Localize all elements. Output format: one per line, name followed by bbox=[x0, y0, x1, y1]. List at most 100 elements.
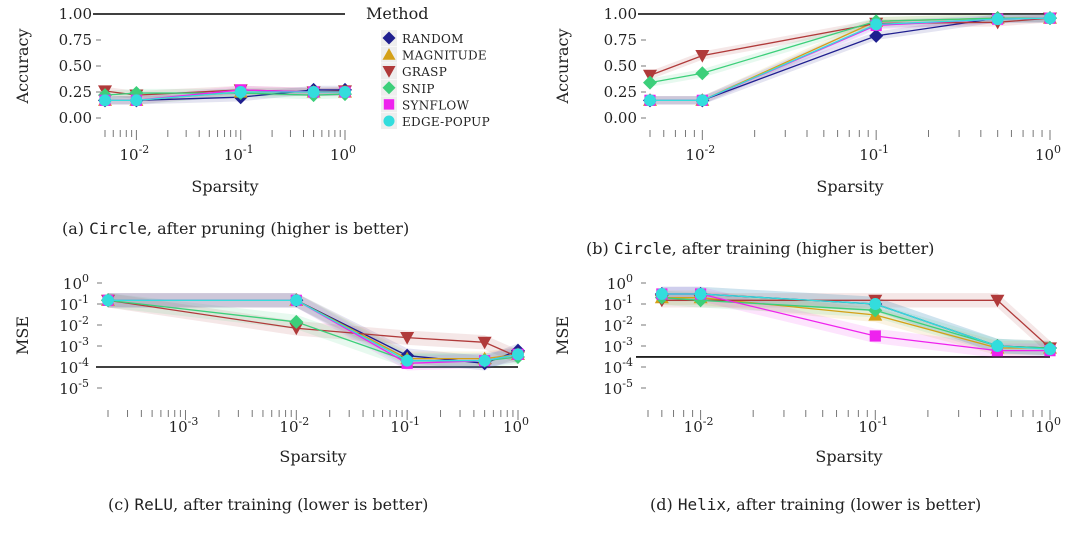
y-tick-label: 10-4 bbox=[603, 356, 633, 377]
legend-label: RANDOM bbox=[402, 32, 464, 46]
data-point bbox=[655, 288, 668, 300]
legend-marker bbox=[383, 99, 395, 110]
data-point bbox=[400, 332, 415, 345]
y-tick-label: 0.00 bbox=[604, 109, 637, 127]
legend-marker bbox=[382, 66, 396, 78]
legend-label: EDGE-POPUP bbox=[402, 115, 490, 129]
y-axis-label: MSE bbox=[13, 316, 32, 355]
chart-panel-a: 0.00 0.25 0.50 0.75 1.00 Accuracy 10-2 10-1 100 S… bbox=[13, 5, 409, 238]
y-tick-label: 10-2 bbox=[603, 314, 633, 335]
legend-title: Method bbox=[366, 4, 428, 23]
y-tick-label: 10-3 bbox=[603, 335, 633, 356]
y-tick-label: 0.00 bbox=[59, 109, 92, 127]
caption-b: (b) Circle, after training (higher is be… bbox=[586, 239, 934, 258]
legend-label: SYNFLOW bbox=[402, 98, 470, 112]
x-axis-label: Sparsity bbox=[815, 447, 882, 466]
x-tick-label: 10-1 bbox=[858, 415, 888, 436]
legend: Method RANDOM MAGNITUDE GRASP SNIP SYNFLOW EDG… bbox=[366, 4, 490, 129]
caption-c: (c) ReLU, after training (lower is bette… bbox=[108, 495, 428, 514]
confidence-band bbox=[650, 14, 1050, 80]
y-tick-label: 0.25 bbox=[604, 83, 637, 101]
data-point bbox=[991, 13, 1004, 26]
data-point bbox=[290, 294, 303, 307]
y-tick-label: 0.25 bbox=[59, 83, 92, 101]
legend-marker bbox=[382, 31, 396, 45]
data-point bbox=[694, 288, 707, 300]
data-point bbox=[289, 314, 304, 329]
y-tick-label: 0.75 bbox=[604, 31, 637, 49]
y-tick-label: 100 bbox=[63, 272, 89, 293]
data-point bbox=[99, 94, 111, 107]
x-axis-label: Sparsity bbox=[279, 447, 346, 466]
data-point bbox=[478, 354, 491, 367]
data-point bbox=[234, 86, 247, 98]
data-point bbox=[1044, 343, 1056, 356]
y-tick-label: 0.50 bbox=[59, 57, 92, 75]
y-axis-label: MSE bbox=[553, 316, 572, 355]
y-tick-label: 10-2 bbox=[59, 314, 89, 335]
x-axis-label: Sparsity bbox=[191, 177, 258, 196]
data-point bbox=[512, 348, 524, 361]
confidence-band bbox=[661, 290, 1050, 356]
confidence-band bbox=[650, 14, 1050, 105]
data-point bbox=[1044, 12, 1056, 25]
data-point bbox=[307, 86, 320, 98]
data-point bbox=[991, 340, 1004, 352]
x-tick-label: 10-2 bbox=[685, 143, 715, 164]
y-tick-label: 1.00 bbox=[604, 5, 637, 23]
confidence-band bbox=[108, 293, 518, 365]
y-tick-label: 1.00 bbox=[59, 5, 92, 23]
confidence-band bbox=[650, 14, 1050, 105]
caption-d: (d) Helix, after training (lower is bett… bbox=[650, 495, 981, 514]
data-point bbox=[102, 294, 114, 307]
x-tick-label: 10-2 bbox=[279, 415, 309, 436]
legend-label: SNIP bbox=[402, 82, 435, 96]
data-point bbox=[130, 94, 143, 107]
data-point bbox=[339, 86, 351, 98]
legend-label: MAGNITUDE bbox=[402, 49, 487, 63]
legend-label: GRASP bbox=[402, 65, 447, 79]
confidence-band bbox=[661, 286, 1050, 358]
data-point bbox=[643, 75, 657, 90]
confidence-band bbox=[650, 14, 1050, 105]
data-point bbox=[695, 50, 710, 63]
data-point bbox=[869, 28, 884, 43]
y-tick-label: 10-1 bbox=[603, 293, 633, 314]
y-axis-label: Accuracy bbox=[13, 29, 32, 105]
legend-marker bbox=[382, 48, 396, 60]
y-tick-label: 100 bbox=[607, 272, 633, 293]
data-point bbox=[869, 330, 881, 342]
chart-panel-b: 0.00 0.25 0.50 0.75 1.00 Accuracy 10-2 10-1 100 S… bbox=[553, 5, 1061, 258]
y-tick-label: 10-5 bbox=[603, 377, 633, 398]
data-point bbox=[644, 94, 656, 107]
y-tick-label: 0.50 bbox=[604, 57, 637, 75]
x-tick-label: 100 bbox=[330, 143, 356, 164]
data-point bbox=[477, 336, 492, 350]
data-point bbox=[695, 66, 710, 81]
x-tick-label: 10-1 bbox=[224, 143, 254, 164]
y-tick-label: 0.75 bbox=[59, 31, 92, 49]
y-tick-label: 10-4 bbox=[59, 356, 89, 377]
confidence-band bbox=[108, 293, 518, 371]
y-tick-label: 10-1 bbox=[59, 293, 89, 314]
data-point bbox=[696, 94, 709, 107]
x-tick-label: 100 bbox=[503, 415, 529, 436]
x-tick-label: 10-1 bbox=[390, 415, 420, 436]
legend-marker bbox=[382, 81, 396, 95]
data-point bbox=[990, 294, 1005, 308]
data-point bbox=[401, 354, 414, 367]
x-tick-label: 10-1 bbox=[859, 143, 889, 164]
y-axis-label: Accuracy bbox=[553, 29, 572, 105]
data-point bbox=[289, 322, 304, 336]
caption-a: (a) Circle, after pruning (higher is bet… bbox=[62, 219, 409, 238]
x-tick-label: 10-2 bbox=[119, 143, 149, 164]
x-tick-label: 10-2 bbox=[684, 415, 714, 436]
x-tick-label: 100 bbox=[1035, 143, 1061, 164]
legend-marker bbox=[383, 115, 395, 127]
confidence-band bbox=[661, 290, 1050, 356]
x-tick-label: 10-3 bbox=[169, 415, 199, 436]
y-tick-label: 10-5 bbox=[59, 377, 89, 398]
